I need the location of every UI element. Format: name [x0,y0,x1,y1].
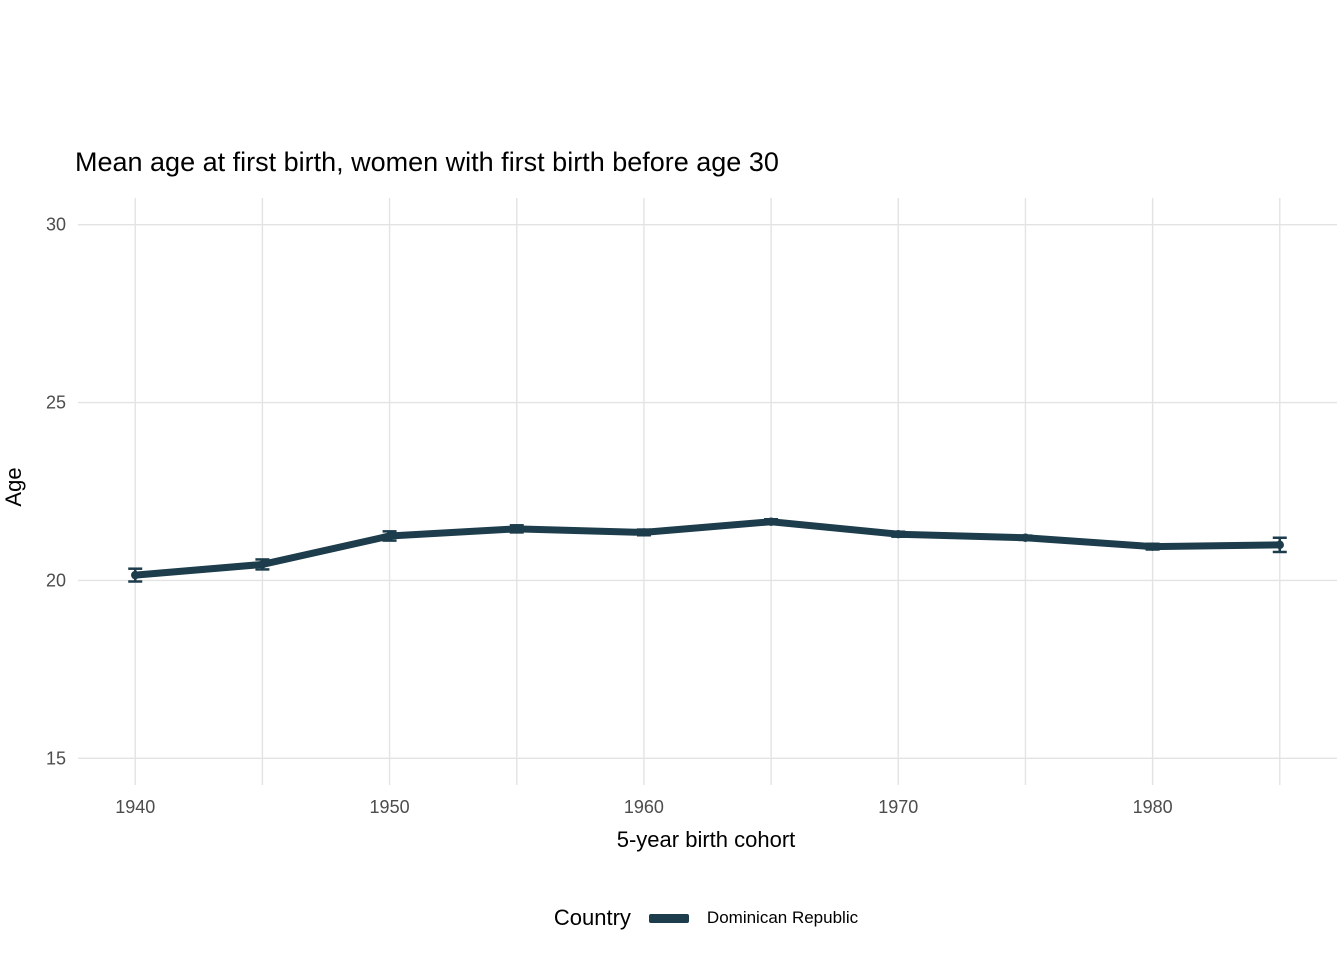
x-tick-label: 1950 [370,797,410,817]
legend-line-swatch-icon [648,913,689,923]
legend-title: Country [553,905,631,930]
legend-entry-label: Dominican Republic [706,908,859,927]
legend: Country Dominican Republic [75,905,1337,931]
y-tick-label: 15 [46,748,66,768]
data-point [1021,533,1030,542]
data-point [639,528,649,537]
data-point [512,524,521,534]
x-tick-label: 1960 [624,797,664,817]
data-point [1148,542,1157,551]
data-point [258,560,267,569]
chart-title: Mean age at first birth, women with firs… [75,147,779,177]
data-point [385,531,394,541]
y-tick-label: 25 [46,393,66,413]
y-tick-label: 20 [46,570,66,590]
data-point [1275,540,1284,550]
data-point [894,529,903,539]
data-line [131,518,1284,579]
x-tick-label: 1970 [878,797,918,817]
y-tick-label: 30 [46,215,66,235]
x-tick-label: 1980 [1133,797,1173,817]
x-axis-label: 5-year birth cohort [616,827,796,852]
chart-plot: 15 20 25 30 1940 1950 1960 1970 1980 [46,198,1337,817]
data-point [766,517,776,526]
data-point [131,570,140,580]
x-tick-label: 1940 [115,797,155,817]
